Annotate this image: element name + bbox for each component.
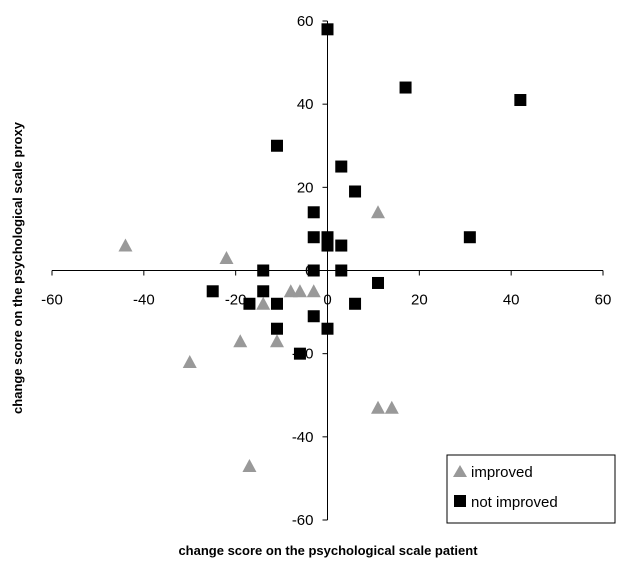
not-improved-point <box>270 297 283 310</box>
not-improved-point <box>307 264 320 277</box>
improved-point <box>269 334 284 348</box>
y-tick-label: 60 <box>297 13 314 30</box>
legend-improved-label: improved <box>471 464 533 481</box>
x-axis-title: change score on the psychological scale … <box>178 543 478 558</box>
improved-point <box>182 354 197 368</box>
legend-not-improved-marker <box>454 495 466 507</box>
y-tick-label: 20 <box>297 179 314 196</box>
axes <box>51 20 604 521</box>
not-improved-point <box>349 297 362 310</box>
not-improved-point <box>257 264 270 277</box>
improved-point <box>283 284 298 298</box>
not-improved-point <box>321 239 334 252</box>
improved-point <box>384 400 399 414</box>
improved-point <box>233 334 248 348</box>
x-tick-label: -20 <box>225 292 247 309</box>
legend-box <box>446 454 616 524</box>
not-improved-point <box>243 297 256 310</box>
x-tick-label: -60 <box>41 292 63 309</box>
not-improved-point <box>206 285 219 298</box>
not-improved-point <box>335 239 348 252</box>
not-improved-point <box>335 264 348 277</box>
y-tick-label: 40 <box>297 96 314 113</box>
improved-point <box>306 284 321 298</box>
improved-point <box>219 251 234 265</box>
x-tick-label: 0 <box>323 292 331 309</box>
x-tick-label: 40 <box>503 292 520 309</box>
not-improved-point <box>463 231 476 244</box>
legend-not-improved-label: not improved <box>471 494 558 511</box>
data-points <box>118 23 527 472</box>
x-tick-label: 20 <box>411 292 428 309</box>
not-improved-point <box>321 322 334 335</box>
improved-point <box>371 400 386 414</box>
not-improved-point <box>372 276 385 289</box>
not-improved-point <box>321 23 334 36</box>
not-improved-point <box>270 322 283 335</box>
y-axis-title: change score on the psychological scale … <box>10 121 25 414</box>
not-improved-point <box>335 160 348 173</box>
not-improved-point <box>307 231 320 244</box>
not-improved-point <box>307 310 320 323</box>
improved-point <box>292 284 307 298</box>
improved-point <box>118 238 133 252</box>
legend: improved not improved <box>446 454 616 524</box>
not-improved-point <box>349 185 362 198</box>
x-tick-label: -40 <box>133 292 155 309</box>
not-improved-point <box>307 206 320 219</box>
improved-point <box>256 296 271 310</box>
not-improved-point <box>293 347 306 360</box>
legend-improved-marker <box>453 465 467 477</box>
y-tick-label: -60 <box>292 512 314 529</box>
y-tick-label: -40 <box>292 429 314 446</box>
not-improved-point <box>514 94 527 107</box>
not-improved-point <box>399 81 412 94</box>
not-improved-point <box>270 139 283 152</box>
improved-point <box>371 205 386 219</box>
tick-labels: -60-40-2002040606040200-20-40-60 <box>41 13 611 529</box>
improved-point <box>242 458 257 472</box>
x-tick-label: 60 <box>595 292 612 309</box>
not-improved-point <box>257 285 270 298</box>
